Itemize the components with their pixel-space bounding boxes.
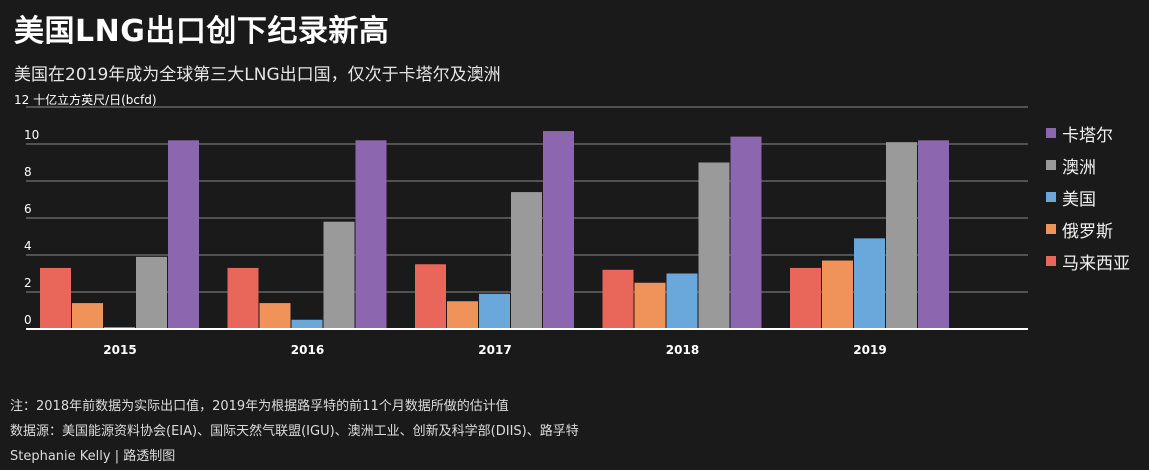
y-tick-label: 0 — [24, 313, 32, 327]
x-tick-label: 2017 — [478, 343, 511, 357]
legend-label: 美国 — [1062, 189, 1096, 210]
bar-2017-美国 — [479, 293, 510, 329]
legend-item: 美国 — [1046, 181, 1130, 213]
legend-swatch — [1046, 160, 1056, 170]
bar-2015-俄罗斯 — [72, 303, 103, 329]
legend-label: 澳洲 — [1062, 157, 1096, 178]
bar-2015-澳洲 — [136, 256, 167, 329]
bar-2018-澳洲 — [698, 162, 730, 329]
bar-2018-马来西亚 — [602, 269, 634, 329]
legend-swatch — [1046, 192, 1056, 202]
bar-2018-美国 — [666, 273, 698, 329]
legend-label: 马来西亚 — [1062, 253, 1130, 274]
y-tick-labels: 0 2 4 6 8 10 — [24, 128, 39, 327]
credit-line: Stephanie Kelly | 路透制图 — [10, 449, 176, 464]
legend-item: 俄罗斯 — [1046, 213, 1130, 245]
chart-title: 美国LNG出口创下纪录新高 — [14, 14, 390, 49]
x-tick-label: 2015 — [103, 343, 136, 357]
legend: 卡塔尔澳洲美国俄罗斯马来西亚 — [1046, 117, 1130, 277]
bar-2015-马来西亚 — [40, 267, 71, 329]
bar-2016-澳洲 — [323, 221, 355, 329]
y-tick-label: 8 — [24, 165, 32, 179]
source-note: 数据源：美国能源资料协会(EIA)、国际天然气联盟(IGU)、澳洲工业、创新及科… — [10, 424, 579, 439]
x-tick-labels: 2015 2016 2017 2018 2019 — [103, 343, 886, 357]
bar-2015-卡塔尔 — [168, 140, 199, 329]
bar-2016-美国 — [291, 319, 323, 329]
bar-2017-马来西亚 — [415, 264, 446, 329]
bar-2019-卡塔尔 — [918, 140, 949, 329]
y-tick-label: 2 — [24, 276, 32, 290]
legend-item: 卡塔尔 — [1046, 117, 1130, 149]
bar-2016-俄罗斯 — [259, 303, 291, 329]
bar-2019-马来西亚 — [790, 267, 821, 329]
legend-label: 卡塔尔 — [1062, 125, 1113, 146]
x-tick-label: 2016 — [291, 343, 324, 357]
bar-2016-马来西亚 — [227, 267, 259, 329]
chart-subtitle: 美国在2019年成为全球第三大LNG出口国，仅次于卡塔尔及澳洲 — [14, 65, 501, 85]
x-tick-label: 2018 — [666, 343, 699, 357]
y-axis-unit-label: 12 十亿立方英尺/日(bcfd) — [14, 92, 157, 107]
bar-2017-俄罗斯 — [447, 301, 478, 329]
legend-item: 马来西亚 — [1046, 245, 1130, 277]
legend-item: 澳洲 — [1046, 149, 1130, 181]
bar-2017-澳洲 — [511, 192, 542, 329]
bar-2017-卡塔尔 — [543, 131, 574, 329]
x-tick-label: 2019 — [853, 343, 886, 357]
footnote: 注：2018年前数据为实际出口值，2019年为根据路孚特的前11个月数据所做的估… — [10, 399, 509, 414]
bar-2019-美国 — [854, 238, 885, 329]
bar-2019-俄罗斯 — [822, 260, 853, 329]
y-tick-label: 4 — [24, 239, 32, 253]
bar-2018-俄罗斯 — [634, 282, 666, 329]
legend-label: 俄罗斯 — [1062, 221, 1113, 242]
legend-swatch — [1046, 128, 1056, 138]
y-tick-label: 10 — [24, 128, 39, 142]
legend-swatch — [1046, 224, 1056, 234]
bar-2016-卡塔尔 — [355, 140, 387, 329]
y-tick-label: 6 — [24, 202, 32, 216]
legend-swatch — [1046, 256, 1056, 266]
bar-2019-澳洲 — [886, 142, 917, 329]
bar-2018-卡塔尔 — [730, 136, 762, 329]
bars — [40, 131, 949, 329]
